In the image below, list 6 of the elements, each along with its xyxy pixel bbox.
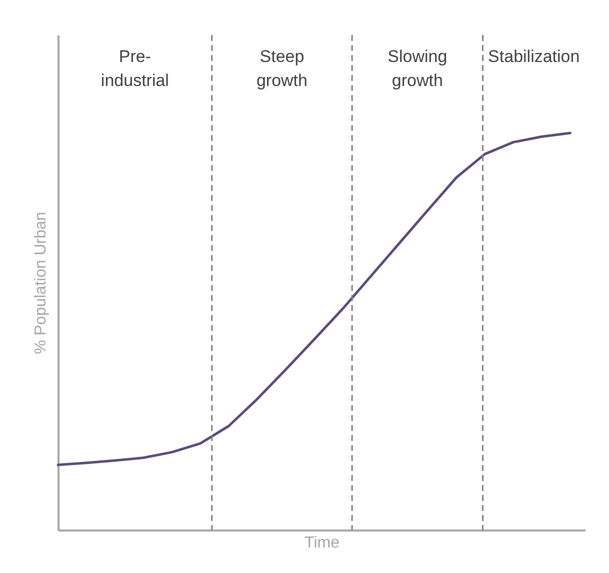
x-axis-title: Time <box>304 534 340 552</box>
text: Stabilization <box>488 47 580 66</box>
text: Steep growth <box>256 47 308 90</box>
text: Pre- industrial <box>100 47 169 90</box>
y-axis-title: % Population Urban <box>32 212 50 354</box>
text: Slowing growth <box>388 47 448 90</box>
